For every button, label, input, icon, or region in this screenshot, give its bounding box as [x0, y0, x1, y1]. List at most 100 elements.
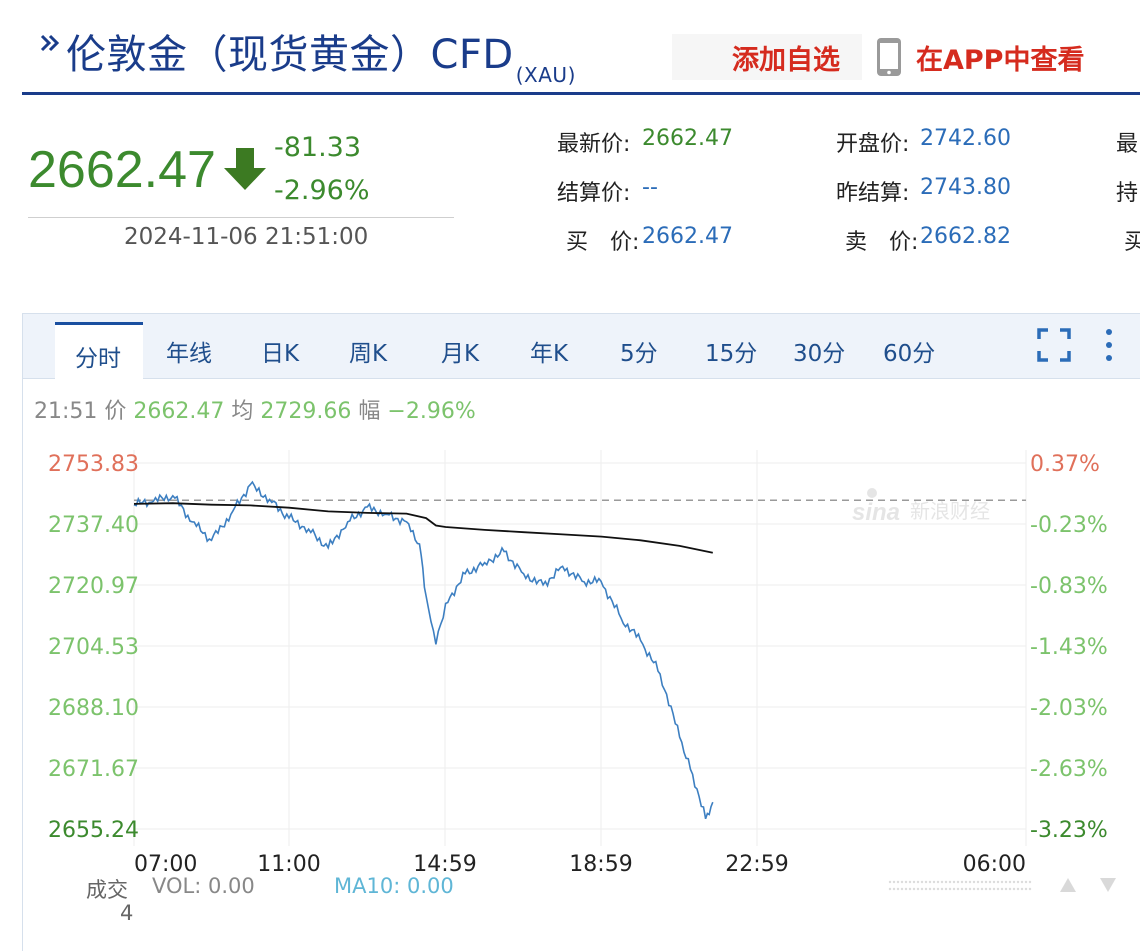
- view-in-app-link[interactable]: 在APP中查看: [916, 45, 1085, 76]
- scrollbar-dot: [1004, 887, 1008, 891]
- scrollbar-dot: [972, 887, 976, 891]
- scrollbar-dot: [984, 887, 988, 891]
- scrollbar-dot: [948, 887, 952, 891]
- scrollbar-dot: [996, 887, 1000, 891]
- tab-yearly-line[interactable]: 年线: [166, 341, 212, 367]
- scrollbar-dot: [972, 880, 976, 884]
- info-amp: −2.96%: [387, 399, 476, 424]
- sina-watermark: sina 新浪财经: [852, 488, 990, 526]
- scrollbar-dot: [916, 880, 920, 884]
- scroll-down-icon[interactable]: [1100, 878, 1116, 892]
- y-tick-label-right: -0.83%: [1030, 574, 1108, 599]
- scrollbar-dot: [888, 880, 892, 884]
- scrollbar-dot: [896, 887, 900, 891]
- tab-daily-k[interactable]: 日K: [261, 341, 300, 367]
- field-label-ask: 卖 价:: [845, 230, 919, 255]
- scrollbar-dot: [1024, 887, 1028, 891]
- info-price-label: 价: [104, 399, 127, 424]
- tab-30min[interactable]: 30分: [793, 341, 846, 367]
- tab-intraday-label: 分时: [75, 346, 121, 372]
- scrollbar-dot: [1020, 887, 1024, 891]
- scrollbar-dot: [920, 880, 924, 884]
- double-chevron-icon: [40, 34, 60, 52]
- y-tick-label-left: 2671.67: [48, 757, 139, 782]
- volume-label: 成交: [86, 878, 128, 902]
- scrollbar-dot: [952, 887, 956, 891]
- field-value-open: 2742.60: [920, 126, 1011, 151]
- scrollbar-dot: [980, 880, 984, 884]
- tab-weekly-k[interactable]: 周K: [349, 341, 388, 367]
- field-value-settle: --: [642, 175, 658, 200]
- fullscreen-icon[interactable]: [1037, 328, 1071, 362]
- x-axis: 07:00 11:00 14:59 18:59 22:59 06:00: [134, 852, 1026, 877]
- scrollbar-dot: [920, 887, 924, 891]
- price-line: [133, 480, 714, 820]
- scrollbar-dot: [940, 887, 944, 891]
- y-tick-label-left: 2720.97: [48, 574, 139, 599]
- tab-yearly-k[interactable]: 年K: [530, 341, 569, 367]
- y-tick-label-right: -3.23%: [1030, 818, 1108, 843]
- scrollbar-dot: [968, 887, 972, 891]
- scrollbar-dot: [984, 880, 988, 884]
- info-amp-label: 幅: [358, 399, 381, 424]
- info-avg: 2729.66: [260, 399, 352, 424]
- scrollbar-dot: [888, 887, 892, 891]
- scrollbar-dot: [996, 880, 1000, 884]
- scrollbar-dot: [932, 887, 936, 891]
- scrollbar-dot: [956, 880, 960, 884]
- scrollbar-dot: [952, 880, 956, 884]
- scrollbar-dot: [892, 887, 896, 891]
- y-tick-label-left: 2737.40: [48, 513, 139, 538]
- x-tick-label: 07:00: [134, 852, 197, 877]
- scrollbar-dot: [1024, 880, 1028, 884]
- page-title: 伦敦金（现货黄金）CFD (XAU): [66, 22, 576, 87]
- add-favorite-button[interactable]: 添加自选: [732, 45, 840, 76]
- average-line: [133, 502, 713, 554]
- scrollbar-dot: [896, 880, 900, 884]
- scrollbar-dot: [956, 887, 960, 891]
- more-vertical-icon[interactable]: [1103, 328, 1115, 362]
- quote-datetime: 2024-11-06 21:51:00: [124, 224, 369, 250]
- scrollbar-dot: [988, 887, 992, 891]
- tab-60min[interactable]: 60分: [883, 341, 936, 367]
- scrollbar-dot: [1016, 887, 1020, 891]
- scroll-up-icon[interactable]: [1060, 878, 1076, 892]
- scrollbar-dot: [944, 887, 948, 891]
- tab-5min[interactable]: 5分: [620, 341, 658, 367]
- add-favorite-area: [672, 34, 862, 80]
- ma10-value: MA10: 0.00: [334, 874, 454, 898]
- scrollbar-dot: [908, 880, 912, 884]
- scrollbar-dot: [1008, 887, 1012, 891]
- scrollbar-dot: [1004, 880, 1008, 884]
- x-tick-label: 06:00: [963, 852, 1026, 877]
- watermark-brand: 新浪财经: [910, 499, 990, 523]
- field-value-bid: 2662.47: [642, 224, 733, 249]
- scrollbar-dot: [988, 880, 992, 884]
- scrollbar-dot: [1000, 887, 1004, 891]
- scrollbar-dot: [960, 887, 964, 891]
- tab-intraday[interactable]: 分时: [55, 322, 143, 382]
- title-symbol: (XAU): [515, 63, 576, 87]
- scrollbar-dot: [976, 880, 980, 884]
- title-bar: [22, 0, 1140, 95]
- scrollbar-dot: [976, 887, 980, 891]
- scrollbar-dot: [960, 880, 964, 884]
- x-tick-label: 14:59: [413, 852, 476, 877]
- scrollbar-dot: [992, 880, 996, 884]
- tab-monthly-k[interactable]: 月K: [441, 341, 480, 367]
- field-label-high: 最: [1116, 132, 1139, 157]
- scrollbar-dot: [1028, 880, 1032, 884]
- scrollbar-dot: [980, 887, 984, 891]
- chart-panel: 分时 年线 日K 周K 月K 年K 5分 15分 30分 60分: [22, 313, 1140, 951]
- x-tick-label: 18:59: [569, 852, 632, 877]
- scrollbar-dot: [936, 880, 940, 884]
- tab-15min[interactable]: 15分: [705, 341, 758, 367]
- period-tab-bar: 分时 年线 日K 周K 月K 年K 5分 15分 30分 60分: [23, 314, 1140, 382]
- y-tick-label-left: 2704.53: [48, 635, 139, 660]
- scrollbar-dot: [964, 887, 968, 891]
- scrollbar-dot: [924, 880, 928, 884]
- field-label-latest: 最新价:: [557, 132, 631, 157]
- scrollbar-dot: [904, 880, 908, 884]
- y-tick-label-right: -2.03%: [1030, 696, 1108, 721]
- field-label-hold: 持: [1116, 181, 1139, 206]
